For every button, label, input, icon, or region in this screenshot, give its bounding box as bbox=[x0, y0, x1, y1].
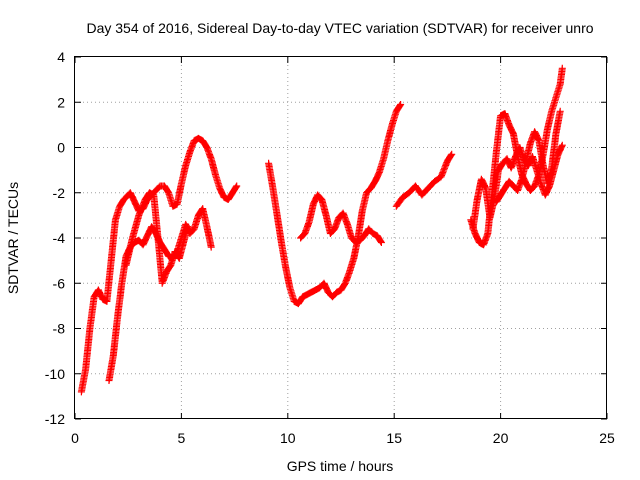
series-3-markers bbox=[265, 101, 405, 308]
series-4-markers bbox=[297, 191, 385, 246]
plot-frame bbox=[74, 56, 607, 419]
series-3 bbox=[265, 101, 405, 308]
x-tick-label: 25 bbox=[599, 430, 615, 446]
y-tick-label: 2 bbox=[57, 94, 65, 110]
y-tick-label: 4 bbox=[57, 49, 65, 65]
axis-ticks: 0 5 10 15 20 25 -12 -10 -8 -6 -4 -2 0 2 4 bbox=[45, 49, 615, 446]
data-points bbox=[77, 64, 566, 396]
y-tick-label: -8 bbox=[53, 321, 66, 337]
series-5-markers bbox=[392, 150, 456, 210]
series-7 bbox=[469, 141, 566, 233]
x-tick-label: 20 bbox=[493, 430, 509, 446]
series-0 bbox=[77, 134, 241, 396]
series-4 bbox=[297, 191, 385, 246]
y-tick-label: -2 bbox=[53, 185, 66, 201]
y-axis-label: SDTVAR / TECUs bbox=[5, 182, 21, 294]
series-2-markers bbox=[122, 189, 192, 287]
x-tick-label: 15 bbox=[386, 430, 402, 446]
x-axis-label: GPS time / hours bbox=[287, 458, 394, 474]
series-5 bbox=[392, 150, 456, 210]
x-tick-label: 0 bbox=[71, 430, 79, 446]
y-tick-label: -12 bbox=[45, 411, 65, 427]
y-tick-label: -4 bbox=[53, 230, 66, 246]
x-tick-label: 5 bbox=[178, 430, 186, 446]
series-8 bbox=[492, 107, 564, 206]
series-2 bbox=[122, 189, 192, 287]
chart-title: Day 354 of 2016, Sidereal Day-to-day VTE… bbox=[86, 20, 593, 36]
y-tick-label: -6 bbox=[53, 275, 66, 291]
series-0-markers bbox=[77, 134, 241, 396]
y-tick-label: -10 bbox=[45, 366, 65, 382]
y-tick-label: 0 bbox=[57, 140, 65, 156]
series-8-markers bbox=[492, 107, 564, 206]
series-7-markers bbox=[469, 141, 566, 233]
x-tick-label: 10 bbox=[280, 430, 296, 446]
